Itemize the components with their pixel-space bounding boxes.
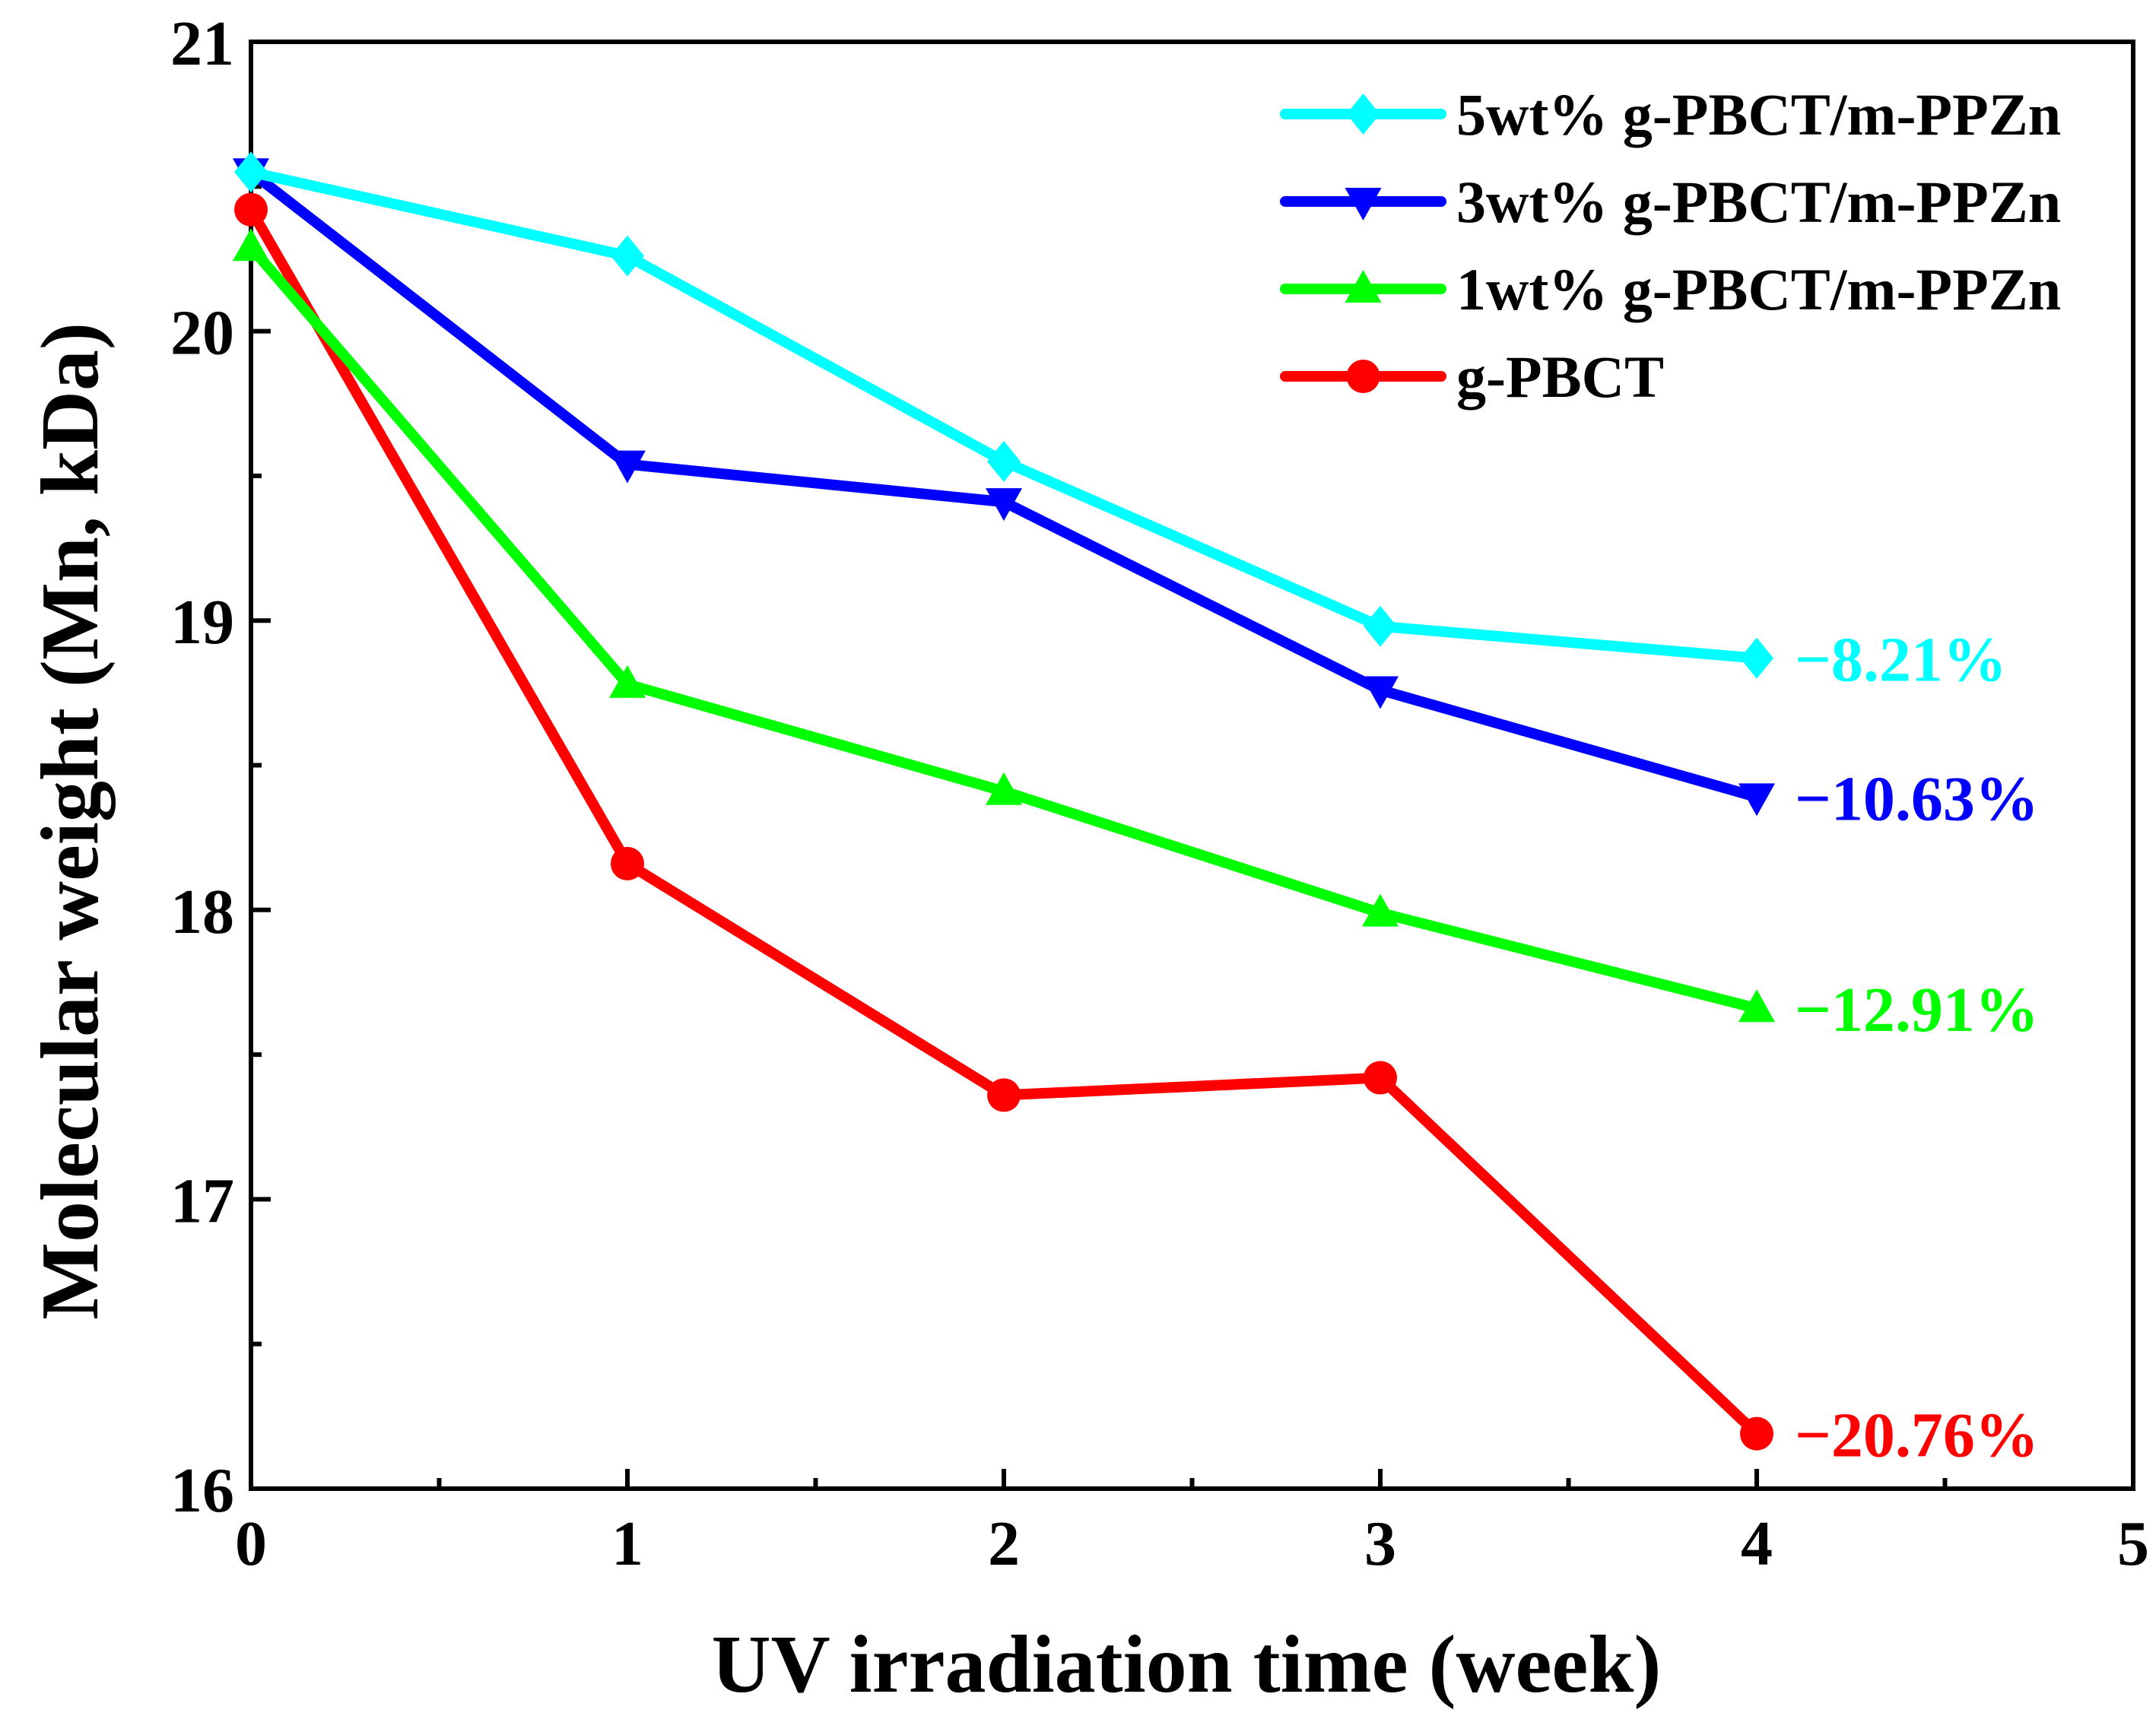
legend-label: g-PBCT	[1456, 344, 1664, 410]
axes: 0 1 2 3 4 5 16 17 18 19 20 21	[170, 8, 2149, 1579]
data-point	[987, 440, 1021, 482]
change-annotations: −8.21% −10.63% −12.91% −20.76%	[1795, 625, 2039, 1471]
data-point	[1364, 1061, 1397, 1095]
data-point	[1364, 605, 1397, 647]
x-tick-label: 5	[2117, 1508, 2149, 1579]
x-tick-label: 0	[235, 1508, 267, 1579]
data-point	[1738, 783, 1775, 817]
legend-label: 5wt% g-PBCT/m-PPZn	[1456, 81, 2061, 147]
y-tick-label: 18	[170, 877, 234, 947]
data-point	[1362, 893, 1399, 927]
y-tick-label: 16	[170, 1455, 234, 1526]
legend-swatch-marker	[1345, 270, 1382, 303]
x-tick-label: 1	[611, 1508, 643, 1579]
legend-item: 1wt% g-PBCT/m-PPZn	[1280, 256, 2061, 322]
data-point	[1740, 637, 1773, 679]
series-3wt-g-pbct-m-ppzn	[233, 158, 1775, 817]
legend-item: 3wt% g-PBCT/m-PPZn	[1280, 169, 2061, 235]
x-tick-label: 2	[988, 1508, 1020, 1579]
legend-label: 3wt% g-PBCT/m-PPZn	[1456, 169, 2061, 235]
x-tick-label: 3	[1364, 1508, 1396, 1579]
series-1wt-g-pbct-m-ppzn	[233, 228, 1775, 1023]
series-5wt-g-pbct-m-ppzn	[234, 151, 1773, 679]
data-point	[986, 772, 1022, 805]
y-tick-label: 17	[170, 1166, 234, 1236]
legend-swatch-marker	[1346, 360, 1380, 393]
y-axis-title: Molecular weight (Mn, kDa)	[25, 322, 116, 1320]
data-point	[611, 846, 644, 880]
legend-item: g-PBCT	[1280, 344, 1664, 410]
data-point	[234, 151, 268, 193]
data-point	[233, 228, 269, 262]
legend-item: 5wt% g-PBCT/m-PPZn	[1280, 81, 2061, 147]
data-point	[1362, 676, 1399, 709]
y-tick-label: 20	[170, 298, 234, 369]
series-line	[246, 167, 1762, 664]
data-point	[1738, 989, 1775, 1023]
legend-swatch-marker	[1345, 188, 1382, 220]
change-label: −20.76%	[1795, 1400, 2039, 1471]
series-layer	[233, 151, 1775, 1451]
data-point	[1740, 1416, 1773, 1451]
data-point	[609, 450, 646, 484]
data-point	[611, 235, 644, 277]
legend: 5wt% g-PBCT/m-PPZn 3wt% g-PBCT/m-PPZn 1wt%…	[1280, 81, 2061, 410]
legend-label: 1wt% g-PBCT/m-PPZn	[1456, 256, 2061, 322]
y-tick-label: 21	[170, 8, 234, 79]
x-tick-label: 4	[1741, 1508, 1773, 1579]
legend-swatch-marker	[1346, 94, 1380, 135]
data-point	[986, 488, 1022, 522]
series-g-pbct	[234, 192, 1773, 1451]
data-point	[609, 665, 646, 698]
y-tick-label: 19	[170, 587, 234, 658]
x-axis-title: UV irradiation time (week)	[712, 1619, 1662, 1710]
data-point	[234, 192, 268, 227]
change-label: −12.91%	[1795, 975, 2039, 1045]
change-label: −8.21%	[1795, 625, 2007, 696]
change-label: −10.63%	[1795, 763, 2039, 834]
data-point	[987, 1078, 1021, 1112]
